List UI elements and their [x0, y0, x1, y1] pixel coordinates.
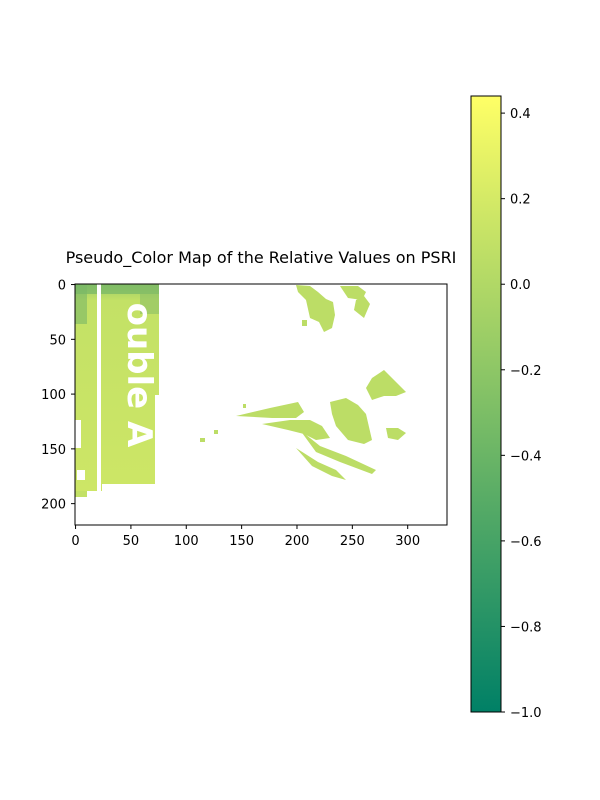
x-tick-label: 250 [340, 534, 365, 549]
x-tick-label: 300 [395, 534, 420, 549]
y-tick-label: 50 [49, 333, 66, 348]
middle-cluster-region [200, 370, 406, 480]
x-tick-label: 150 [229, 534, 254, 549]
y-axis: 0 50 100 150 200 [41, 279, 75, 513]
x-tick-label: 200 [285, 534, 310, 549]
y-tick-label: 150 [41, 443, 66, 458]
y-tick-label: 100 [41, 388, 66, 403]
axes-frame [74, 283, 448, 526]
colorbar-tick-label: −0.2 [510, 364, 542, 379]
colorbar-gradient [470, 95, 502, 713]
chart-title: Pseudo_Color Map of the Relative Values … [66, 248, 457, 268]
colorbar-tick-label: −0.8 [510, 620, 542, 635]
colorbar: 0.4 0.2 0.0 −0.2 −0.4 −0.6 −0.8 −1.0 [470, 95, 542, 721]
colorbar-tick-label: 0.0 [510, 278, 531, 293]
y-tick-label: 200 [41, 498, 66, 513]
top-cluster-region [296, 285, 370, 332]
x-tick-label: 50 [123, 534, 140, 549]
colorbar-tick-label: 0.4 [510, 107, 531, 122]
colorbar-tick-label: −0.6 [510, 535, 542, 550]
colorbar-tick-label: −1.0 [510, 706, 542, 721]
heatmap-image: ouble A [75, 284, 406, 497]
colorbar-tick-label: 0.2 [510, 193, 531, 208]
x-tick-label: 0 [71, 534, 79, 549]
left-panel-region [75, 284, 159, 497]
colorbar-tick-label: −0.4 [510, 449, 542, 464]
x-tick-label: 100 [174, 534, 199, 549]
x-axis: 0 50 100 150 200 250 300 [71, 525, 420, 549]
y-tick-label: 0 [58, 279, 66, 294]
overlay-text: ouble A [119, 303, 159, 448]
